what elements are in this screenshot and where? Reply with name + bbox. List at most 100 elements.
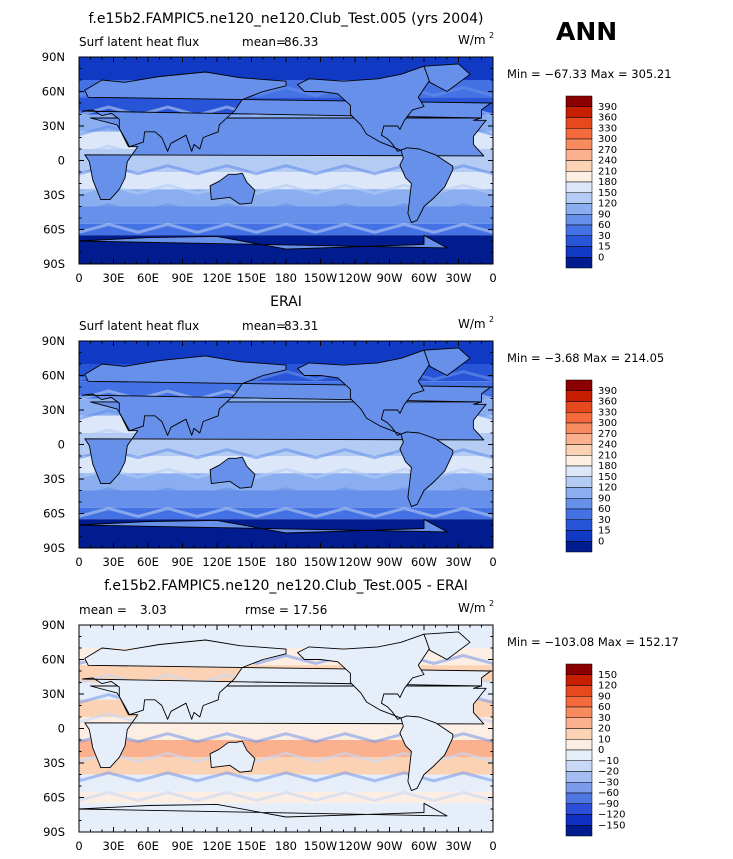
y-tick-label: 60N xyxy=(42,369,65,383)
colorbar-label: 90 xyxy=(598,209,611,220)
colorbar-box xyxy=(565,214,593,226)
field-band xyxy=(79,791,493,804)
field-contour xyxy=(79,222,493,234)
coastline-namerica xyxy=(297,65,431,152)
colorbar-label: −150 xyxy=(598,820,625,831)
colorbar-box xyxy=(565,422,593,434)
colorbar-box xyxy=(565,519,593,531)
x-tick-label: 30E xyxy=(103,271,125,285)
y-tick-label: 30S xyxy=(43,188,65,202)
colorbar-box xyxy=(565,246,593,258)
colorbar-box xyxy=(565,444,593,456)
mean-label: mean= xyxy=(242,35,286,49)
x-tick-label: 0 xyxy=(489,839,496,853)
colorbar-label: 15 xyxy=(598,526,611,537)
colorbar-box xyxy=(565,412,593,424)
x-tick-label: 120E xyxy=(202,271,231,285)
rmse-value: 17.56 xyxy=(293,603,327,617)
x-tick-label: 120E xyxy=(202,839,231,853)
colorbar-label: 0 xyxy=(598,745,604,756)
colorbar-box xyxy=(565,117,593,129)
x-tick-label: 60W xyxy=(411,271,437,285)
colorbar-box xyxy=(565,390,593,402)
x-tick-label: 90W xyxy=(376,271,402,285)
colorbar-label: −120 xyxy=(598,810,625,821)
field-band xyxy=(79,507,493,520)
y-tick-label: 90S xyxy=(43,257,65,271)
colorbar-box xyxy=(565,685,593,697)
colorbar-label: 30 xyxy=(598,515,611,526)
colorbar-box xyxy=(565,235,593,247)
colorbar-label: 300 xyxy=(598,418,617,429)
x-tick-label: 0 xyxy=(489,555,496,569)
colorbar-label: 120 xyxy=(598,199,617,210)
coastline-eurasia xyxy=(82,355,492,436)
mean-value: 3.03 xyxy=(140,603,167,617)
units-superscript: 2 xyxy=(489,31,494,40)
x-tick-label: 60E xyxy=(137,839,159,853)
colorbar-label: 120 xyxy=(598,681,617,692)
map-field xyxy=(79,57,493,264)
colorbar-box xyxy=(565,792,593,804)
y-tick-label: 30N xyxy=(42,119,65,133)
coastline-eurasia xyxy=(82,639,492,720)
colorbar-label: 60 xyxy=(598,504,611,515)
x-tick-label: 0 xyxy=(75,555,82,569)
colorbar-label: 210 xyxy=(598,166,617,177)
x-tick-label: 30W xyxy=(445,839,471,853)
colorbar-label: 390 xyxy=(598,386,617,397)
colorbar-label: 90 xyxy=(598,493,611,504)
x-tick-label: 90E xyxy=(172,271,194,285)
colorbar-box xyxy=(565,530,593,542)
coastline-australia xyxy=(209,456,256,489)
x-tick-label: 150E xyxy=(237,555,266,569)
min-max-label: Min = −67.33 Max = 305.21 xyxy=(507,67,672,81)
field-band xyxy=(79,172,493,190)
colorbar-label: 330 xyxy=(598,407,617,418)
x-tick-label: 30E xyxy=(103,555,125,569)
coastline-greenland xyxy=(423,347,471,376)
field-band xyxy=(79,223,493,236)
colorbar-label: 10 xyxy=(598,734,611,745)
panel-2: ERAI Surf latent heat flux mean=83.31 W/m 2 M… xyxy=(42,294,664,569)
coastline-samerica xyxy=(399,431,454,508)
mean-value: 83.31 xyxy=(284,319,318,333)
panel-1: f.e15b2.FAMPIC5.ne120_ne120.Club_Test.00… xyxy=(42,11,672,285)
y-tick-label: 90S xyxy=(43,825,65,839)
colorbar-box xyxy=(565,203,593,215)
colorbar-box xyxy=(565,663,593,675)
units-label: W/m xyxy=(458,601,486,615)
colorbar-label: −60 xyxy=(598,788,619,799)
x-tick-label: 30E xyxy=(103,839,125,853)
coastline-samerica xyxy=(399,147,454,224)
field-contour xyxy=(79,790,493,802)
y-tick-label: 0 xyxy=(58,438,65,452)
y-tick-label: 30N xyxy=(42,403,65,417)
y-tick-label: 90N xyxy=(42,50,65,64)
colorbar-label: −90 xyxy=(598,799,619,810)
units-superscript: 2 xyxy=(489,315,494,324)
x-tick-label: 90E xyxy=(172,555,194,569)
colorbar-label: 0 xyxy=(598,536,604,547)
x-tick-label: 90E xyxy=(172,839,194,853)
colorbar-label: 180 xyxy=(598,461,617,472)
mean-label: mean= xyxy=(242,319,286,333)
x-tick-label: 0 xyxy=(489,271,496,285)
colorbar-box xyxy=(565,455,593,467)
coastline-australia xyxy=(209,740,256,773)
field-band xyxy=(79,473,493,491)
colorbar-box xyxy=(565,760,593,772)
panel-title: ERAI xyxy=(270,294,302,310)
panel-title: f.e15b2.FAMPIC5.ne120_ne120.Club_Test.00… xyxy=(104,578,468,594)
coastline-antarctica xyxy=(79,802,448,832)
panel-left-label: Surf latent heat flux xyxy=(79,35,199,49)
colorbar-box xyxy=(565,379,593,391)
colorbar-label: 150 xyxy=(598,472,617,483)
season-label: ANN xyxy=(556,17,617,46)
colorbar-label: 150 xyxy=(598,670,617,681)
colorbar-label: 240 xyxy=(598,156,617,167)
colorbar-label: 120 xyxy=(598,483,617,494)
colorbar-box xyxy=(565,749,593,761)
colorbar-label: 90 xyxy=(598,691,611,702)
colorbar-box xyxy=(565,128,593,140)
